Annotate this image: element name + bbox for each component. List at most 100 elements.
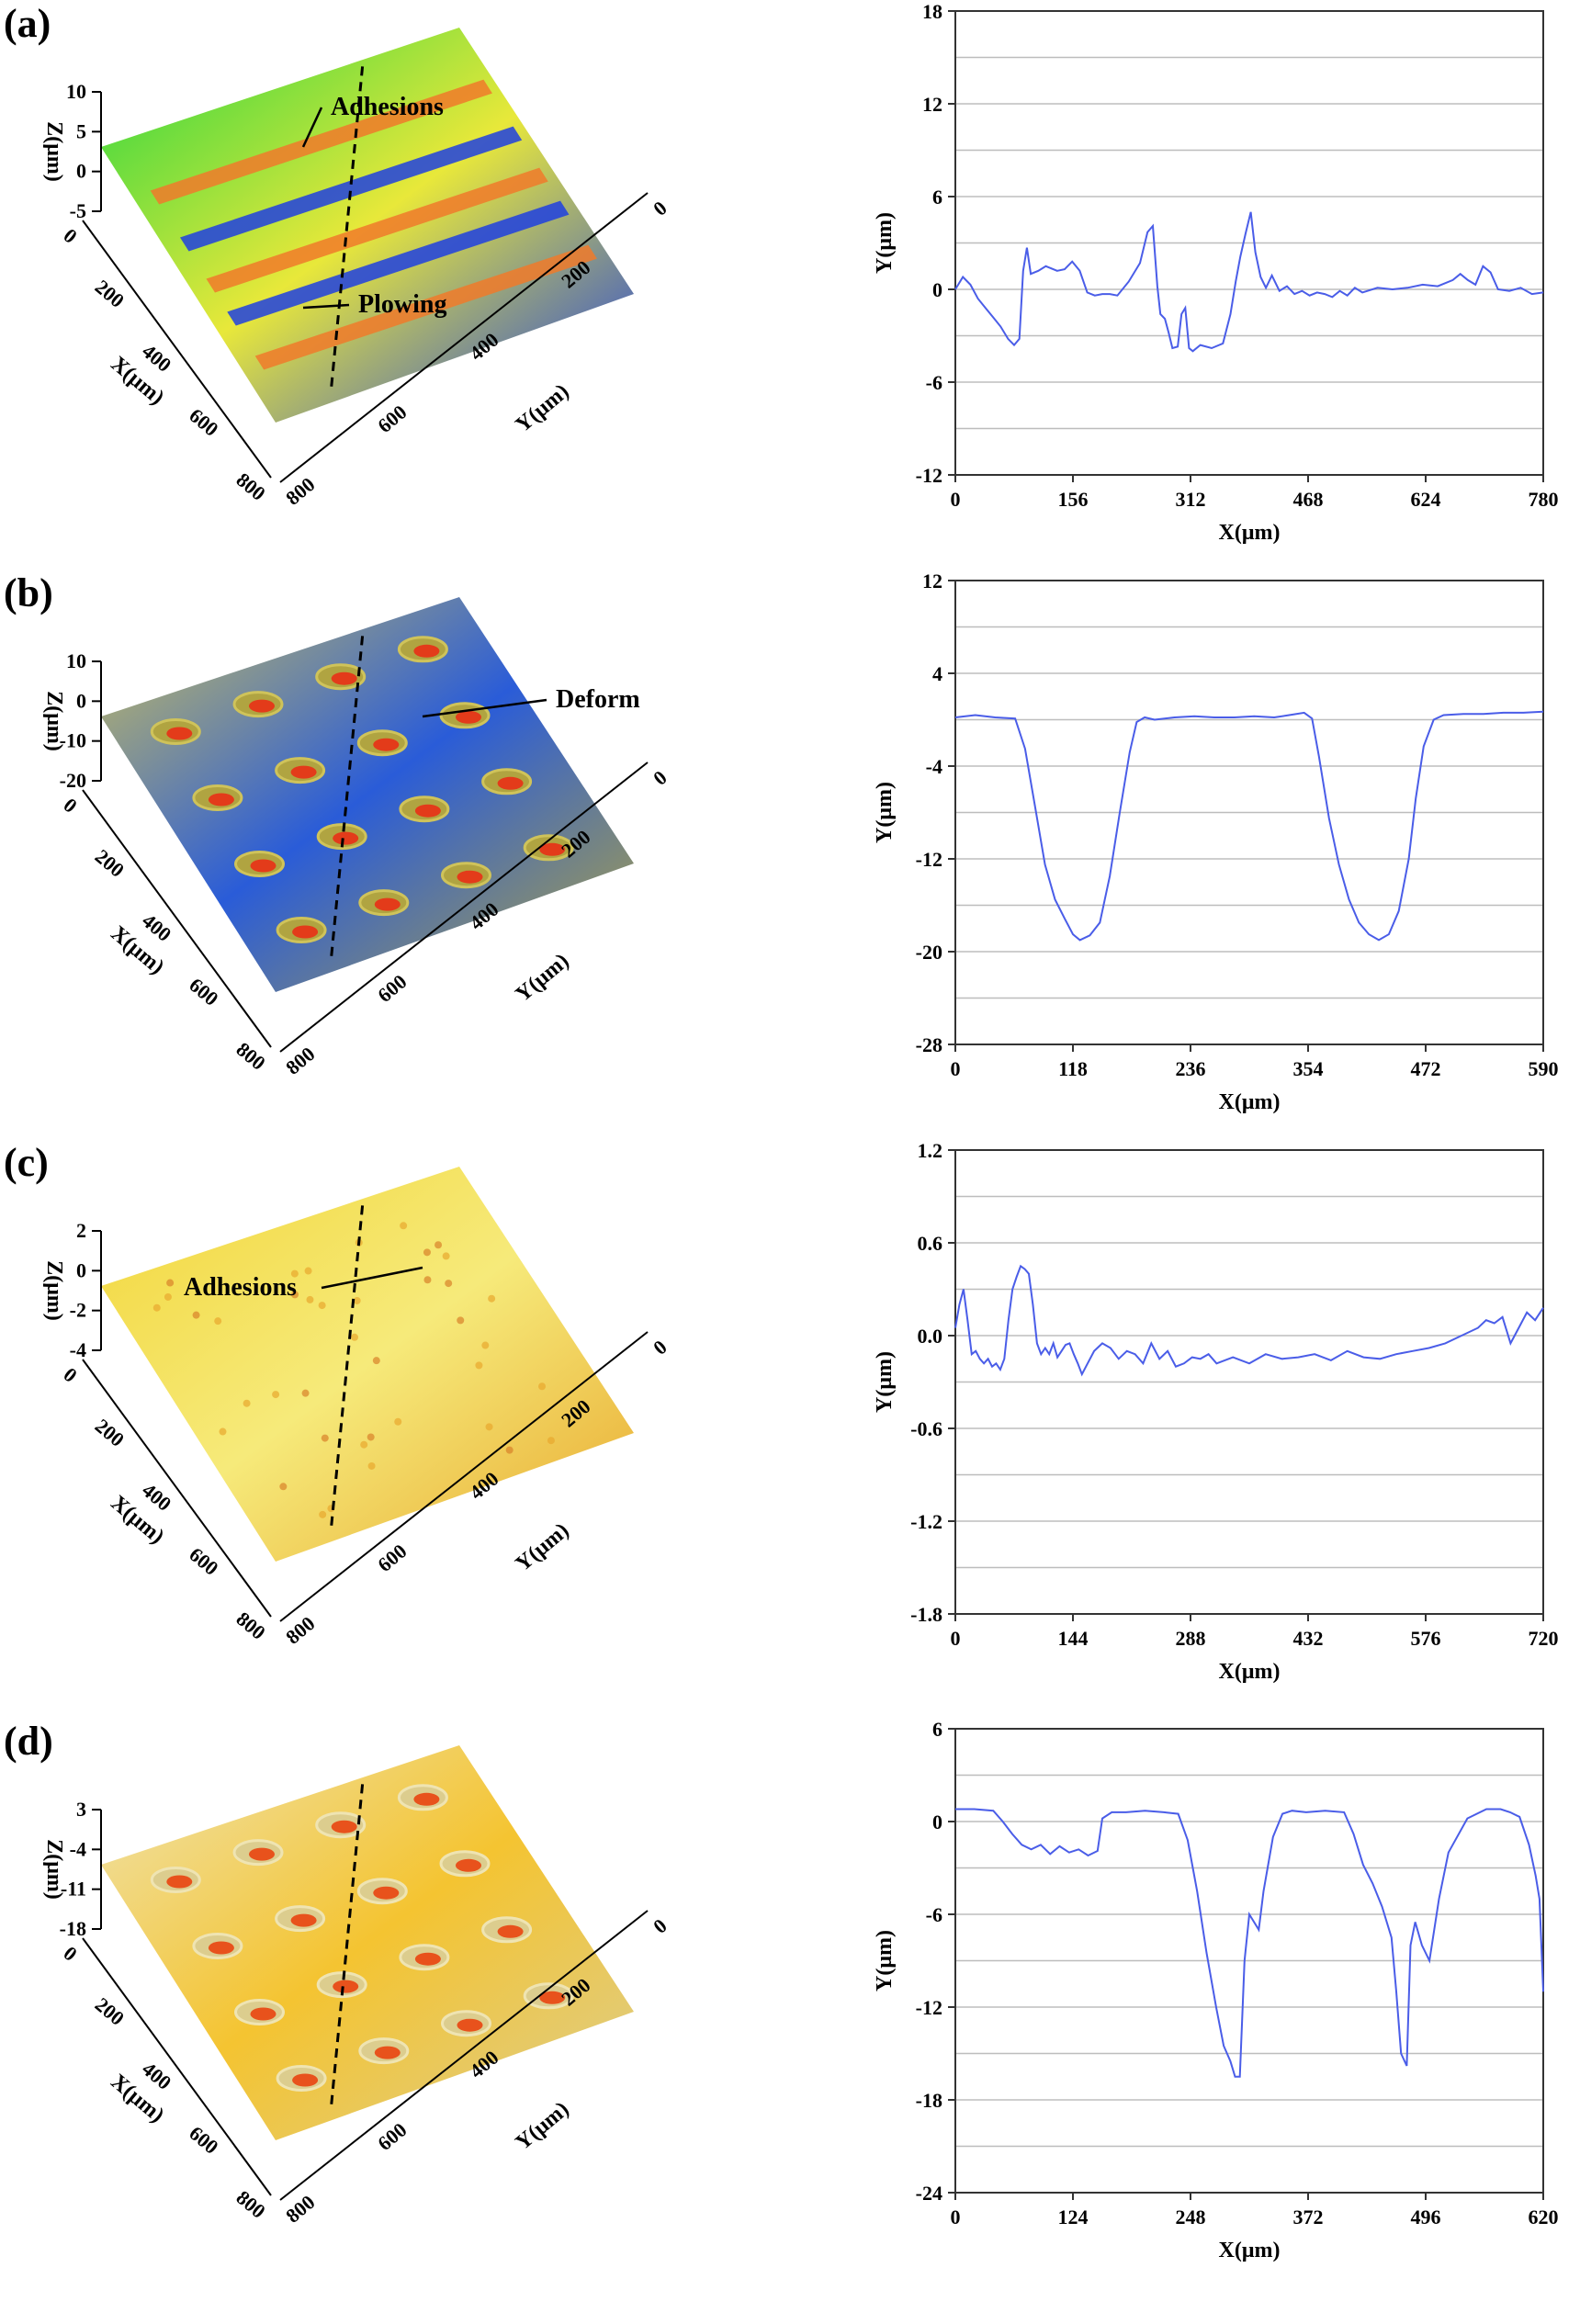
profile-chart: -28 -20 -12 -4 4 12 0 118 236 354 472 590 X(μm) Y(μm) xyxy=(863,570,1580,1139)
surface-asperity xyxy=(443,1252,450,1259)
surface-asperity xyxy=(486,1423,493,1430)
surface-dimple-core xyxy=(457,871,483,884)
surface-dimple-core xyxy=(413,645,439,658)
surface-asperity xyxy=(457,1316,464,1324)
x-tick-label: 124 xyxy=(1058,2206,1089,2228)
x-tick-label: 0 xyxy=(59,1942,81,1966)
x-tick-label: 0 xyxy=(59,224,81,248)
x-tick-label: 620 xyxy=(1529,2206,1559,2228)
surface-dimple-core xyxy=(498,1925,524,1938)
x-tick-label: 800 xyxy=(232,468,270,504)
panel-label: (d) xyxy=(4,1718,53,1765)
profile-chart: -24 -18 -12 -6 0 6 0 124 248 372 496 620 X(μm) Y(μm) xyxy=(863,1718,1580,2287)
profile-svg: -24-18-12-6060 124 248 372 496 620X(μm)Y(μm) xyxy=(863,1718,1580,2287)
x-tick-label: 0 xyxy=(951,488,961,511)
surface-asperity xyxy=(164,1293,172,1301)
surface-asperity xyxy=(319,1302,326,1309)
y-axis-label: Y(μm) xyxy=(873,212,897,274)
profile-line xyxy=(955,1266,1543,1374)
surface-svg: 3-4-11-18Z(μm)0200400600800X(μm)80060040… xyxy=(28,1764,781,2278)
surface-asperity xyxy=(272,1391,279,1398)
surface-asperity xyxy=(481,1342,489,1349)
y-axis-label: Y(μm) xyxy=(873,1930,897,1991)
x-tick-label: 200 xyxy=(91,1992,129,2029)
y-tick-label: 800 xyxy=(281,1042,319,1078)
x-tick-label: 200 xyxy=(91,844,129,881)
surface-asperity xyxy=(538,1382,546,1390)
y-tick-label: -6 xyxy=(926,1903,942,1926)
surface-dimple-core xyxy=(332,1821,357,1833)
y-tick-label: 4 xyxy=(932,662,942,685)
y-tick-label: -12 xyxy=(916,464,942,487)
surface-asperity xyxy=(351,1334,358,1341)
surface-dimple-core xyxy=(292,2074,318,2087)
x-tick-label: 0 xyxy=(59,794,81,818)
surface-asperity xyxy=(368,1462,376,1470)
y-tick-label: 800 xyxy=(281,472,319,509)
surface-dimple-core xyxy=(249,1848,275,1861)
surface-asperity xyxy=(305,1268,312,1275)
y-tick-label: 0 xyxy=(932,1811,942,1833)
x-tick-label: 288 xyxy=(1176,1627,1206,1650)
surface-3d-plot: 3 -4 -11 -18 Z(μm) 0 200 400 600 800 X(μm) 800 600 40… xyxy=(28,1764,781,2278)
y-tick-label: -18 xyxy=(916,2089,942,2112)
z-tick-label: -20 xyxy=(60,769,86,792)
profile-svg: -1.8 -1.2 -0.6 0.0 0.6 1.2 0 144 288 432 576 720 X(μ… xyxy=(863,1139,1580,1709)
x-tick-label: 780 xyxy=(1529,488,1559,511)
annotation-label: Plowing xyxy=(358,290,446,319)
surface-dimple-core xyxy=(209,794,234,807)
x-tick-label: 600 xyxy=(185,1542,222,1579)
surface-dimple-core xyxy=(333,832,358,845)
profile-chart: -1.8 -1.2 -0.6 0.0 0.6 1.2 0 144 288 432 576 720 X(μ… xyxy=(863,1139,1580,1709)
y-tick-label: -0.6 xyxy=(910,1417,942,1440)
surface-asperity xyxy=(243,1400,251,1407)
panel-label: (b) xyxy=(4,570,53,616)
surface-dimple-core xyxy=(457,2019,483,2032)
surface-dimple-core xyxy=(375,898,401,911)
surface-asperity xyxy=(166,1280,174,1287)
x-tick-label: 472 xyxy=(1411,1057,1441,1080)
x-tick-label: 354 xyxy=(1293,1057,1324,1080)
z-tick-label: -4 xyxy=(70,1338,86,1361)
profile-chart: -12 -6 0 6 12 18 0 156 312 468 624 780 X(μm) Y(μm) xyxy=(863,0,1580,570)
x-tick-label: 720 xyxy=(1529,1627,1559,1650)
surface-asperity xyxy=(214,1317,221,1325)
z-tick-label: 3 xyxy=(76,1798,86,1821)
surface-asperity xyxy=(445,1280,452,1287)
y-tick-label: 600 xyxy=(373,400,411,437)
y-tick-label: 0 xyxy=(649,1336,671,1359)
x-tick-label: 624 xyxy=(1411,488,1441,511)
surface-3d-plot: 10 0 -10 -20 Z(μm) 0 200 400 600 800 X(μm) 800 600 40… xyxy=(28,615,781,1130)
x-tick-label: 590 xyxy=(1529,1057,1559,1080)
surface-asperity xyxy=(423,1276,431,1283)
z-tick-label: 10 xyxy=(66,649,86,672)
x-tick-label: 0 xyxy=(59,1363,81,1387)
x-tick-label: 200 xyxy=(91,1414,129,1450)
surface-asperity xyxy=(219,1428,226,1436)
surface-dimple-core xyxy=(373,739,399,751)
surface-svg: 1050-5Z(μm)0200400600800X(μm)80060040020… xyxy=(28,46,781,560)
y-tick-label: 6 xyxy=(932,1718,942,1741)
z-tick-label: 10 xyxy=(66,80,86,103)
surface-dimple-core xyxy=(498,777,524,790)
z-axis-label: Z(μm) xyxy=(42,691,66,751)
profile-line xyxy=(955,1810,1543,2077)
surface-asperity xyxy=(423,1248,431,1256)
surface-dimple-core xyxy=(291,766,317,779)
surface-asperity xyxy=(506,1447,514,1454)
x-tick-label: 236 xyxy=(1176,1057,1206,1080)
surface-dimple-core xyxy=(209,1942,234,1955)
surface-dimple-core xyxy=(251,860,276,873)
z-tick-label: -18 xyxy=(60,1917,86,1940)
y-tick-label: 800 xyxy=(281,2190,319,2227)
surface-asperity xyxy=(153,1304,161,1312)
surface-3d-plot: 2 0 -2 -4 Z(μm) 0 200 400 600 800 X(μm) 800 600 400 20… xyxy=(28,1185,781,1699)
y-axis-label: Y(μm) xyxy=(512,379,574,437)
y-tick-label: 0.0 xyxy=(918,1325,943,1348)
x-tick-label: 0 xyxy=(951,1057,961,1080)
z-axis-label: Z(μm) xyxy=(42,1839,66,1900)
x-tick-label: 576 xyxy=(1411,1627,1441,1650)
z-tick-label: 5 xyxy=(76,119,86,142)
y-tick-label: -6 xyxy=(926,371,942,394)
surface-dimple-core xyxy=(413,1793,439,1806)
